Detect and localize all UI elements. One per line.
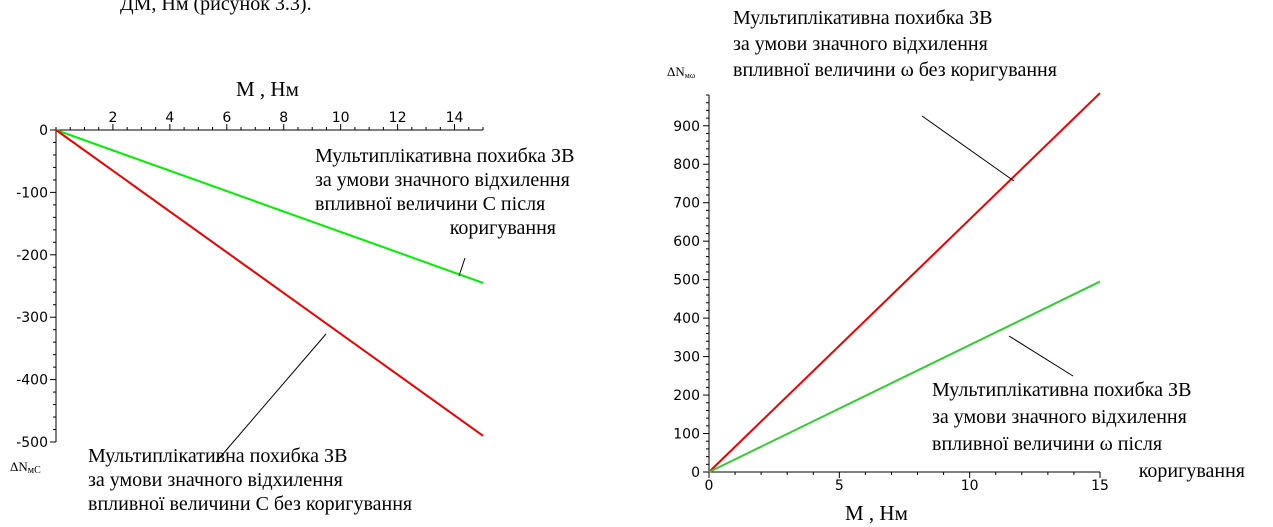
annotation-line: за умови значного відхилення [88,469,343,491]
right-x-axis-title: M , Нм [845,501,908,525]
right-chart: 0 5 10 15 0 100 200 300 400 500 600 700 800 900 M , … [667,7,1245,525]
y-tick-label: 0 [691,465,700,481]
annotation-line: Мультиплікативна похибка ЗВ [315,145,574,167]
y-tick-label: 200 [673,388,700,404]
y-tick-label: 500 [673,273,700,289]
annotation-line: Мультиплікативна похибка ЗВ [932,379,1191,401]
y-tick-label: -500 [16,435,48,451]
annotation-line: коригування [1139,460,1245,482]
x-tick-label: 8 [279,110,288,126]
right-series-line-0 [708,92,1101,473]
x-tick-label: 14 [446,110,464,126]
left-chart: 2 4 6 8 10 12 14 0-100-200-300-400-500 M , Нм … [10,77,574,515]
annotation-line: впливної величини С без коригування [88,493,412,515]
x-tick-label: 12 [389,110,407,126]
annotation-line: впливної величини ω після [932,433,1162,455]
y-tick-label: 900 [673,119,700,135]
left-y-axis-title: ΔNмС [10,459,41,476]
x-tick-label: 6 [222,110,231,126]
right-leader-green [1008,335,1074,377]
top-text-fragment: ДМ, Нм (рисунок 3.3). [120,0,312,15]
y-tick-label: 400 [673,311,700,327]
annotation-line: впливної величини С після [315,193,545,215]
right-series-line-1 [708,280,1101,473]
y-tick-label: -300 [16,310,48,326]
y-tick-label: 600 [673,234,700,250]
left-series-line-0 [55,129,484,284]
x-tick-label: 2 [108,110,117,126]
y-tick-label: 800 [673,157,700,173]
y-tick-label: -200 [16,248,48,264]
left-leader-red [215,333,327,463]
left-y-axis-title-sub: мС [28,465,41,476]
annotation-line: Мультиплікативна похибка ЗВ [88,445,347,467]
y-tick-label: -400 [16,373,48,389]
right-leader-red [921,115,1015,182]
annotation-line: за умови значного відхилення [733,33,988,55]
x-tick-label: 10 [332,110,350,126]
x-tick-label: 15 [1091,478,1109,494]
left-series-line-1 [55,129,484,437]
right-y-axis-title-main: ΔN [667,64,685,79]
annotation-line: за умови значного відхилення [932,406,1187,428]
y-tick-label: 300 [673,350,700,366]
y-tick-label: 700 [673,196,700,212]
y-tick-label: -100 [16,185,48,201]
left-leader-green [458,257,466,277]
y-tick-label: 100 [673,427,700,443]
x-tick-label: 0 [705,478,714,494]
annotation-line: за умови значного відхилення [315,169,570,191]
x-tick-label: 4 [165,110,174,126]
y-tick-label: 0 [39,123,48,139]
x-tick-label: 10 [961,478,979,494]
left-y-axis-title-main: ΔN [10,459,28,474]
right-y-axis-title: ΔNмω [667,64,695,80]
x-tick-label: 5 [835,478,844,494]
annotation-line: впливної величини ω без коригування [733,59,1057,81]
annotation-line: Мультиплікативна похибка ЗВ [733,7,992,29]
left-x-axis-title: M , Нм [236,77,299,101]
right-y-axis-title-sub: мω [685,71,695,80]
annotation-line: коригування [450,217,556,239]
